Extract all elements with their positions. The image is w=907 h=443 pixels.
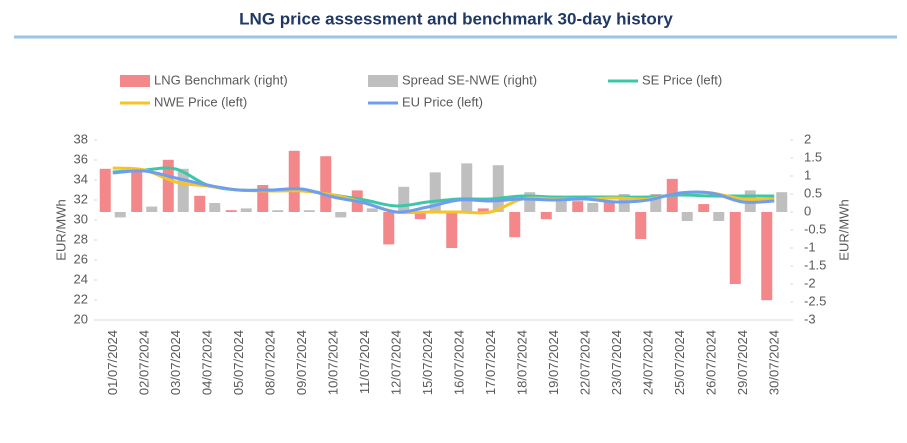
bar bbox=[477, 208, 489, 212]
bar bbox=[635, 212, 647, 239]
legend-label: LNG Benchmark (right) bbox=[154, 72, 288, 87]
bar bbox=[99, 168, 111, 212]
y2-tick-label: 0 bbox=[804, 203, 811, 218]
y-tick-label: 22 bbox=[74, 291, 88, 306]
x-tick-label: 04/07/2024 bbox=[200, 330, 215, 395]
x-tick-label: 05/07/2024 bbox=[231, 330, 246, 395]
bar bbox=[446, 212, 458, 248]
y-tick-label: 36 bbox=[74, 151, 88, 166]
y-tick-label: 38 bbox=[74, 131, 88, 146]
y-tick-label: 30 bbox=[74, 211, 88, 226]
bar bbox=[240, 208, 252, 212]
x-tick-label: 09/07/2024 bbox=[294, 330, 309, 395]
bar bbox=[225, 210, 237, 212]
bar bbox=[414, 212, 426, 220]
chart-title: LNG price assessment and benchmark 30-da… bbox=[239, 9, 673, 28]
legend-label: Spread SE-NWE (right) bbox=[402, 72, 537, 87]
x-tick-label: 02/07/2024 bbox=[137, 330, 152, 395]
y-tick-label: 34 bbox=[74, 171, 88, 186]
bar bbox=[146, 206, 158, 212]
x-tick-label: 22/07/2024 bbox=[578, 330, 593, 395]
bar bbox=[335, 212, 347, 218]
line-series bbox=[112, 169, 775, 214]
bar bbox=[587, 203, 599, 212]
y-tick-label: 20 bbox=[74, 311, 88, 326]
bar bbox=[114, 212, 126, 218]
y2-tick-label: 0.5 bbox=[804, 185, 822, 200]
bar bbox=[492, 165, 504, 212]
bar bbox=[383, 212, 395, 245]
bar bbox=[209, 203, 221, 212]
x-tick-label: 15/07/2024 bbox=[420, 330, 435, 395]
bar bbox=[320, 156, 332, 212]
x-tick-label: 10/07/2024 bbox=[326, 330, 341, 395]
x-tick-label: 16/07/2024 bbox=[452, 330, 467, 395]
bar bbox=[288, 150, 300, 212]
x-tick-label: 26/07/2024 bbox=[704, 330, 719, 395]
y2-tick-label: -1.5 bbox=[804, 257, 826, 272]
y2-tick-label: -3 bbox=[804, 311, 816, 326]
y-tick-label: 24 bbox=[74, 271, 88, 286]
bar bbox=[776, 192, 788, 212]
y-tick-label: 28 bbox=[74, 231, 88, 246]
bar bbox=[509, 212, 521, 238]
legend-label: SE Price (left) bbox=[642, 72, 722, 87]
x-tick-label: 19/07/2024 bbox=[546, 330, 561, 395]
legend-label: NWE Price (left) bbox=[154, 94, 247, 109]
x-tick-label: 24/07/2024 bbox=[641, 330, 656, 395]
y2-tick-label: -2 bbox=[804, 275, 816, 290]
bar bbox=[303, 210, 315, 212]
y2-tick-label: -2.5 bbox=[804, 293, 826, 308]
y-tick-label: 26 bbox=[74, 251, 88, 266]
bar bbox=[429, 172, 441, 212]
bar bbox=[366, 208, 378, 212]
x-tick-label: 11/07/2024 bbox=[357, 330, 372, 394]
bar bbox=[540, 212, 552, 220]
bar bbox=[729, 212, 741, 284]
bar bbox=[162, 159, 174, 212]
x-tick-label: 25/07/2024 bbox=[672, 330, 687, 395]
x-tick-label: 23/07/2024 bbox=[609, 330, 624, 395]
x-tick-label: 29/07/2024 bbox=[735, 330, 750, 395]
bar bbox=[650, 194, 662, 212]
y2-tick-label: -0.5 bbox=[804, 221, 826, 236]
x-tick-label: 12/07/2024 bbox=[389, 330, 404, 395]
y-tick-label: 32 bbox=[74, 191, 88, 206]
bar bbox=[272, 210, 284, 212]
y2-axis-title: EUR/MWh bbox=[836, 199, 851, 260]
legend-swatch bbox=[368, 75, 398, 87]
bar bbox=[603, 201, 615, 212]
legend-label: EU Price (left) bbox=[402, 94, 483, 109]
bar bbox=[681, 212, 693, 221]
bar bbox=[698, 204, 710, 212]
y2-tick-label: -1 bbox=[804, 239, 816, 254]
x-tick-label: 17/07/2024 bbox=[483, 330, 498, 395]
bar bbox=[461, 163, 473, 212]
y2-tick-label: 2 bbox=[804, 131, 811, 146]
x-tick-label: 01/07/2024 bbox=[105, 330, 120, 395]
x-tick-label: 08/07/2024 bbox=[263, 330, 278, 395]
bar bbox=[572, 201, 584, 212]
bar bbox=[761, 212, 773, 301]
legend-swatch bbox=[120, 75, 150, 87]
y-axis-title: EUR/MWh bbox=[53, 199, 68, 260]
bar bbox=[257, 185, 269, 212]
bar bbox=[713, 212, 725, 221]
bar bbox=[131, 170, 143, 212]
y2-tick-label: 1.5 bbox=[804, 149, 822, 164]
bar bbox=[177, 168, 189, 212]
x-tick-label: 18/07/2024 bbox=[515, 330, 530, 395]
bar bbox=[524, 192, 536, 212]
bar bbox=[398, 186, 410, 212]
bar bbox=[555, 199, 567, 212]
x-tick-label: 30/07/2024 bbox=[767, 330, 782, 395]
y2-tick-label: 1 bbox=[804, 167, 811, 182]
bar bbox=[194, 195, 206, 212]
x-tick-label: 03/07/2024 bbox=[168, 330, 183, 395]
